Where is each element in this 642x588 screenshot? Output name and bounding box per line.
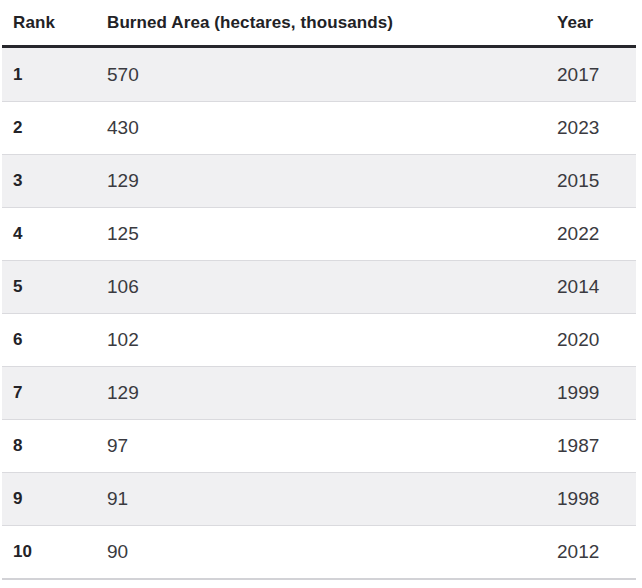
table-row: 9 91 1998 <box>2 472 636 525</box>
year-cell: 2022 <box>557 223 636 245</box>
year-cell: 2012 <box>557 541 636 563</box>
rank-cell: 4 <box>2 224 107 244</box>
column-header-burned-area: Burned Area (hectares, thousands) <box>107 13 557 33</box>
burned-area-cell: 106 <box>107 276 557 298</box>
year-cell: 1998 <box>557 488 636 510</box>
rank-cell: 1 <box>2 65 107 85</box>
rank-cell: 7 <box>2 383 107 403</box>
year-cell: 1987 <box>557 435 636 457</box>
table-row: 7 129 1999 <box>2 366 636 419</box>
burned-area-cell: 430 <box>107 117 557 139</box>
table-row: 2 430 2023 <box>2 101 636 154</box>
burned-area-cell: 97 <box>107 435 557 457</box>
burned-area-cell: 125 <box>107 223 557 245</box>
burned-area-cell: 90 <box>107 541 557 563</box>
column-header-rank: Rank <box>2 13 107 33</box>
burned-area-cell: 102 <box>107 329 557 351</box>
burned-area-cell: 91 <box>107 488 557 510</box>
rank-cell: 6 <box>2 330 107 350</box>
table-row: 6 102 2020 <box>2 313 636 366</box>
burned-area-cell: 570 <box>107 64 557 86</box>
table-row: 3 129 2015 <box>2 154 636 207</box>
year-cell: 1999 <box>557 382 636 404</box>
table-row: 10 90 2012 <box>2 525 636 578</box>
year-cell: 2020 <box>557 329 636 351</box>
table-row: 8 97 1987 <box>2 419 636 472</box>
rank-cell: 3 <box>2 171 107 191</box>
year-cell: 2023 <box>557 117 636 139</box>
table-body: 1 570 2017 2 430 2023 3 129 2015 4 125 2… <box>2 48 636 580</box>
year-cell: 2017 <box>557 64 636 86</box>
table-header-row: Rank Burned Area (hectares, thousands) Y… <box>2 0 636 48</box>
table-row: 1 570 2017 <box>2 48 636 101</box>
table-row: 5 106 2014 <box>2 260 636 313</box>
column-header-year: Year <box>557 13 636 33</box>
rank-cell: 9 <box>2 489 107 509</box>
rank-cell: 10 <box>2 542 107 562</box>
rank-cell: 8 <box>2 436 107 456</box>
table-row: 4 125 2022 <box>2 207 636 260</box>
ranked-burned-area-table: Rank Burned Area (hectares, thousands) Y… <box>2 0 636 580</box>
burned-area-cell: 129 <box>107 382 557 404</box>
year-cell: 2015 <box>557 170 636 192</box>
burned-area-cell: 129 <box>107 170 557 192</box>
rank-cell: 5 <box>2 277 107 297</box>
rank-cell: 2 <box>2 118 107 138</box>
year-cell: 2014 <box>557 276 636 298</box>
